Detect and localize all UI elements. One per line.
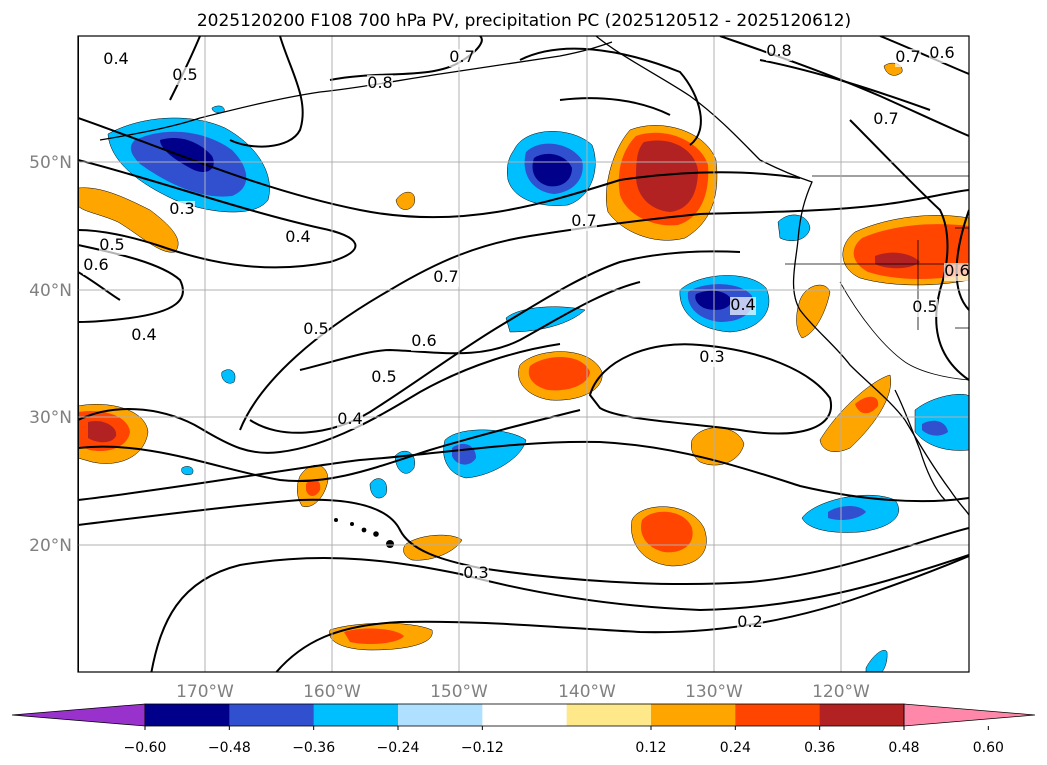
contour-label-bg [737,614,763,632]
colorbar-tick-label: 0.36 [804,740,835,756]
lat-tick-labels: 50°N 40°N 30°N 20°N [29,153,72,556]
colorbar-tick-label: 0.24 [720,740,751,756]
contour-label-bg [83,257,109,275]
colorbar-segment [229,704,315,726]
contour-label: 0.6 [83,255,108,274]
colorbar-tick-label: −0.24 [377,740,420,756]
contour-label-bg [929,45,955,63]
political-borders [785,175,969,381]
contour-label: 0.4 [285,227,310,246]
contour-label: 0.7 [895,47,920,66]
contour-label: 0.5 [303,319,328,338]
lat-tick-label: 50°N [29,153,72,173]
contour-label-bg [169,201,195,219]
contour-label: 0.7 [449,47,474,66]
contour-label: 0.4 [337,409,362,428]
contour-label: 0.5 [99,235,124,254]
colorbar-tick-label: −0.60 [124,740,167,756]
contour-label-bg [337,411,363,429]
contour-label-bg [730,297,756,315]
contour-label-bg [411,333,437,351]
lon-tick-label: 150°W [430,682,488,702]
lon-tick-label: 140°W [558,682,616,702]
contour-labels: 0.40.5 0.80.7 0.8 0.7 0.60.70.30.40.50.60.70… [83,41,969,632]
contour-label-bg [895,49,921,67]
contour-label: 0.7 [873,109,898,128]
colorbar-tick-label: 0.12 [635,740,666,756]
map-frame [77,35,970,673]
colorbar-segment [313,704,399,726]
colorbar-segment [398,704,483,726]
colorbar-tick-label: 0.60 [973,740,1004,756]
coastlines [99,36,969,516]
colorbar-tick-label: −0.48 [208,740,251,756]
contour-label-bg [571,213,597,231]
contour-label-bg [131,327,157,345]
lon-tick-label: 130°W [685,682,743,702]
contour-label: 0.5 [912,297,937,316]
contour-label-bg [367,75,393,93]
colorbar-extend-high [903,703,1036,727]
contour-label-bg [371,369,397,387]
colorbar-tick-label: −0.36 [292,740,335,756]
contour-label: 0.6 [929,43,954,62]
lon-tick-label: 160°W [303,682,361,702]
contour-label: 0.3 [169,199,194,218]
contour-label-bg [433,269,459,287]
contour-label: 0.4 [131,325,156,344]
contour-label: 0.4 [103,49,128,68]
hawaiian-islands [334,518,394,548]
lon-tick-labels: 170°W 160°W 150°W 140°W 130°W 120°W [176,682,870,702]
colorbar-segment [651,704,736,726]
contour-label: 0.6 [411,331,436,350]
map-content: 0.40.5 0.80.7 0.8 0.7 0.60.70.30.40.50.60.70… [78,36,969,672]
contour-label: 0.8 [367,73,392,92]
colorbar-segment [482,704,568,726]
colorbar-segment [145,704,230,726]
contour-label-bg [99,237,125,255]
contour-label-bg [172,67,198,85]
contour-label: 0.2 [737,612,762,631]
contour-label: 0.7 [571,211,596,230]
colorbar-segment [735,704,821,726]
lat-tick-label: 40°N [29,281,72,301]
lon-tick-label: 120°W [812,682,870,702]
contour-label: 0.7 [433,267,458,286]
neg-anomaly-mexico [914,394,969,451]
contour-label-bg [303,321,329,339]
colorbar-tick-label: −0.12 [461,740,504,756]
lat-tick-label: 30°N [29,408,72,428]
contour-label: 0.3 [463,563,488,582]
contour-label-bg [103,51,129,69]
lat-tick-label: 20°N [29,536,72,556]
contour-label-bg [285,229,311,247]
contour-label-bg [912,299,938,317]
contour-label: 0.4 [730,295,755,314]
colorbar-segment [566,704,652,726]
colorbar-segment [819,704,905,726]
contour-label-bg [699,349,725,367]
contour-label: 0.6 [944,261,969,280]
contour-label: 0.5 [172,65,197,84]
colorbar-extend-low [11,703,146,727]
colorbar-frame [144,703,905,727]
contour-label: 0.8 [766,41,791,60]
contour-label: 0.5 [371,367,396,386]
contour-label-bg [944,263,969,281]
contour-label: 0.3 [699,347,724,366]
colorbar-tick-label: 0.48 [888,740,919,756]
gridlines [78,36,969,672]
contour-label-bg [463,565,489,583]
colorbar: −0.60 −0.48 −0.36 −0.24 −0.12 0.12 0.24 0.36 0.4… [11,703,1036,756]
contour-label-bg [873,111,899,129]
contour-label-bg [766,43,792,61]
map-title: 2025120200 F108 700 hPa PV, precipitatio… [197,11,851,31]
contour-label-bg [449,49,475,67]
lon-tick-label: 170°W [176,682,234,702]
